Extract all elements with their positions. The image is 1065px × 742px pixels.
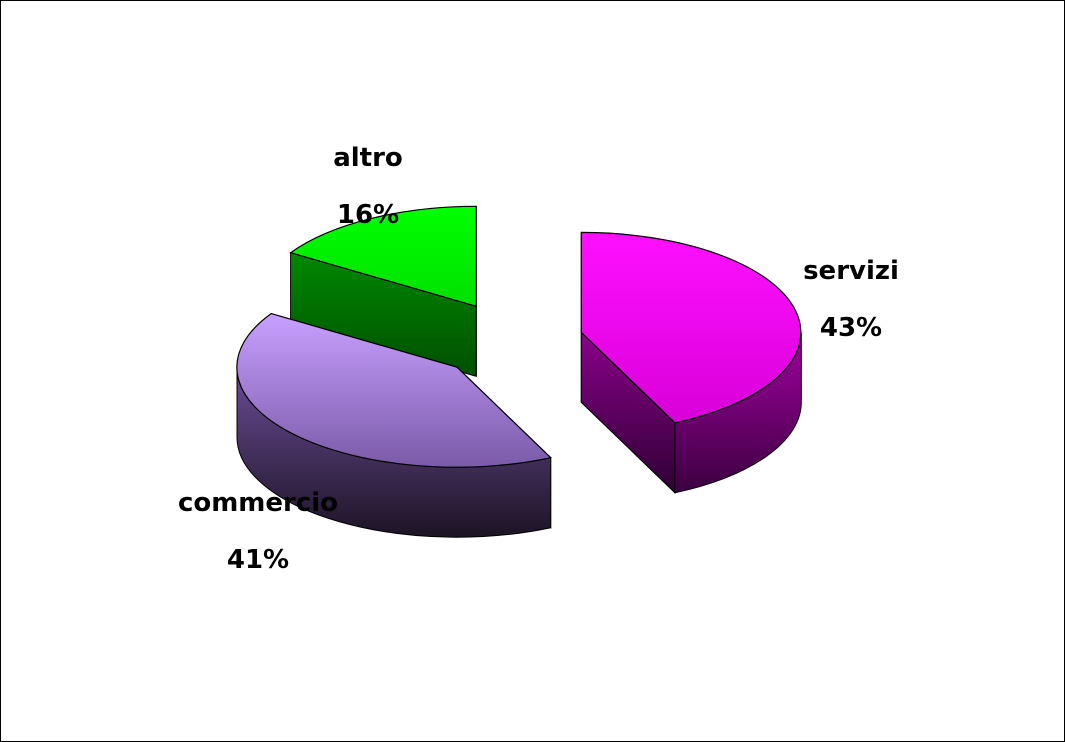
slice-servizi-top (580, 231, 802, 424)
slice-commercio (236, 312, 552, 538)
slice-label-servizi: servizi (803, 256, 899, 286)
slice-value-commercio: 41% (227, 545, 289, 575)
slice-altro (289, 205, 477, 377)
slice-value-altro: 16% (337, 200, 399, 230)
slice-value-servizi: 43% (820, 313, 882, 343)
slice-servizi (580, 231, 802, 494)
slice-label-commercio: commercio (178, 488, 338, 518)
slice-label-altro: altro (333, 143, 403, 173)
slice-altro-top (289, 205, 477, 308)
slice-commercio-top (236, 312, 552, 468)
